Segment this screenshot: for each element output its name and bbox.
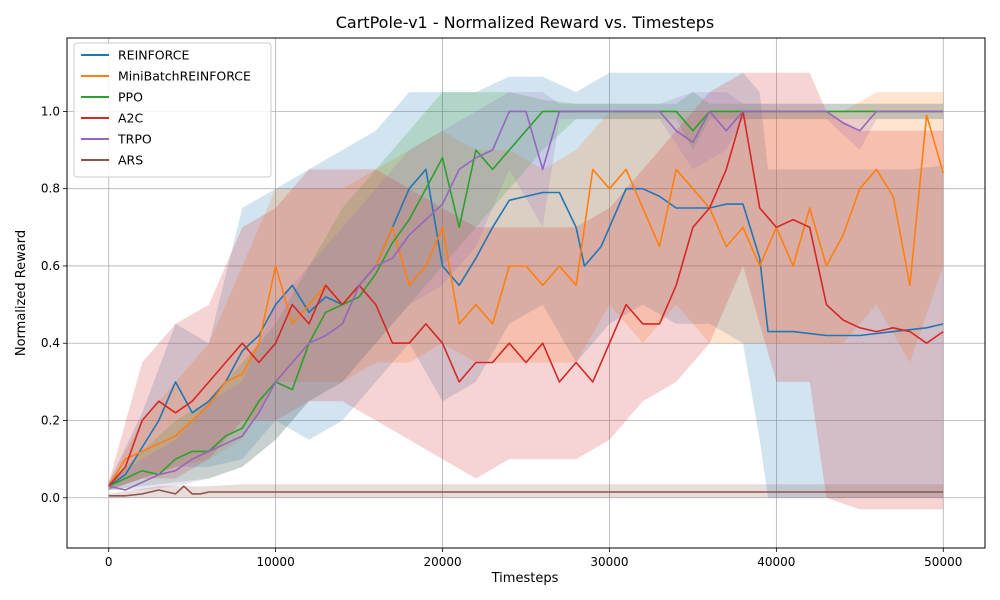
y-tick-label: 0.8	[41, 182, 60, 196]
y-axis-label: Normalized Reward	[14, 230, 29, 356]
band-a2c	[108, 72, 944, 510]
band-reinforce	[108, 72, 944, 498]
legend-label-ppo: PPO	[118, 90, 143, 105]
line-a2c	[108, 110, 944, 487]
y-tick-label: 0.0	[41, 491, 60, 505]
y-tick-label: 0.6	[41, 259, 60, 273]
legend-box	[73, 42, 272, 178]
band-ars	[108, 484, 944, 498]
line-trpo	[108, 110, 944, 491]
y-tick-label: 0.4	[41, 336, 60, 350]
x-tick-label: 0	[105, 555, 113, 569]
band-ppo	[108, 92, 944, 490]
line-reinforce	[108, 168, 944, 487]
series-lines	[108, 110, 945, 497]
legend-label-minibatchreinforce: MiniBatchREINFORCE	[118, 69, 251, 84]
line-ars	[108, 485, 944, 497]
y-tick-label: 0.2	[41, 414, 60, 428]
y-tick-label: 1.0	[41, 104, 60, 118]
x-tick-label: 50000	[924, 555, 962, 569]
x-axis-label: Timesteps	[491, 571, 559, 586]
x-tick-label: 10000	[257, 555, 295, 569]
line-minibatchreinforce	[108, 114, 945, 487]
legend-label-reinforce: REINFORCE	[118, 48, 189, 63]
band-trpo	[108, 92, 944, 490]
legend-label-ars: ARS	[118, 153, 143, 168]
legend-label-trpo: TRPO	[117, 132, 152, 147]
x-tick-label: 40000	[757, 555, 795, 569]
band-minibatchreinforce	[108, 92, 944, 490]
legend-label-a2c: A2C	[118, 111, 144, 126]
legend: REINFORCE MiniBatchREINFORCE PPO A2C TRPO ARS	[73, 42, 272, 178]
axis-ticks: 0 10000 20000 30000 40000 50000 0.0 0.2 0.4 0.6 0.…	[41, 104, 962, 569]
chart-title: CartPole-v1 - Normalized Reward vs. Time…	[336, 13, 715, 32]
x-tick-label: 30000	[590, 555, 628, 569]
plot-frame	[66, 37, 986, 549]
x-tick-label: 20000	[423, 555, 461, 569]
confidence-bands	[108, 72, 944, 510]
